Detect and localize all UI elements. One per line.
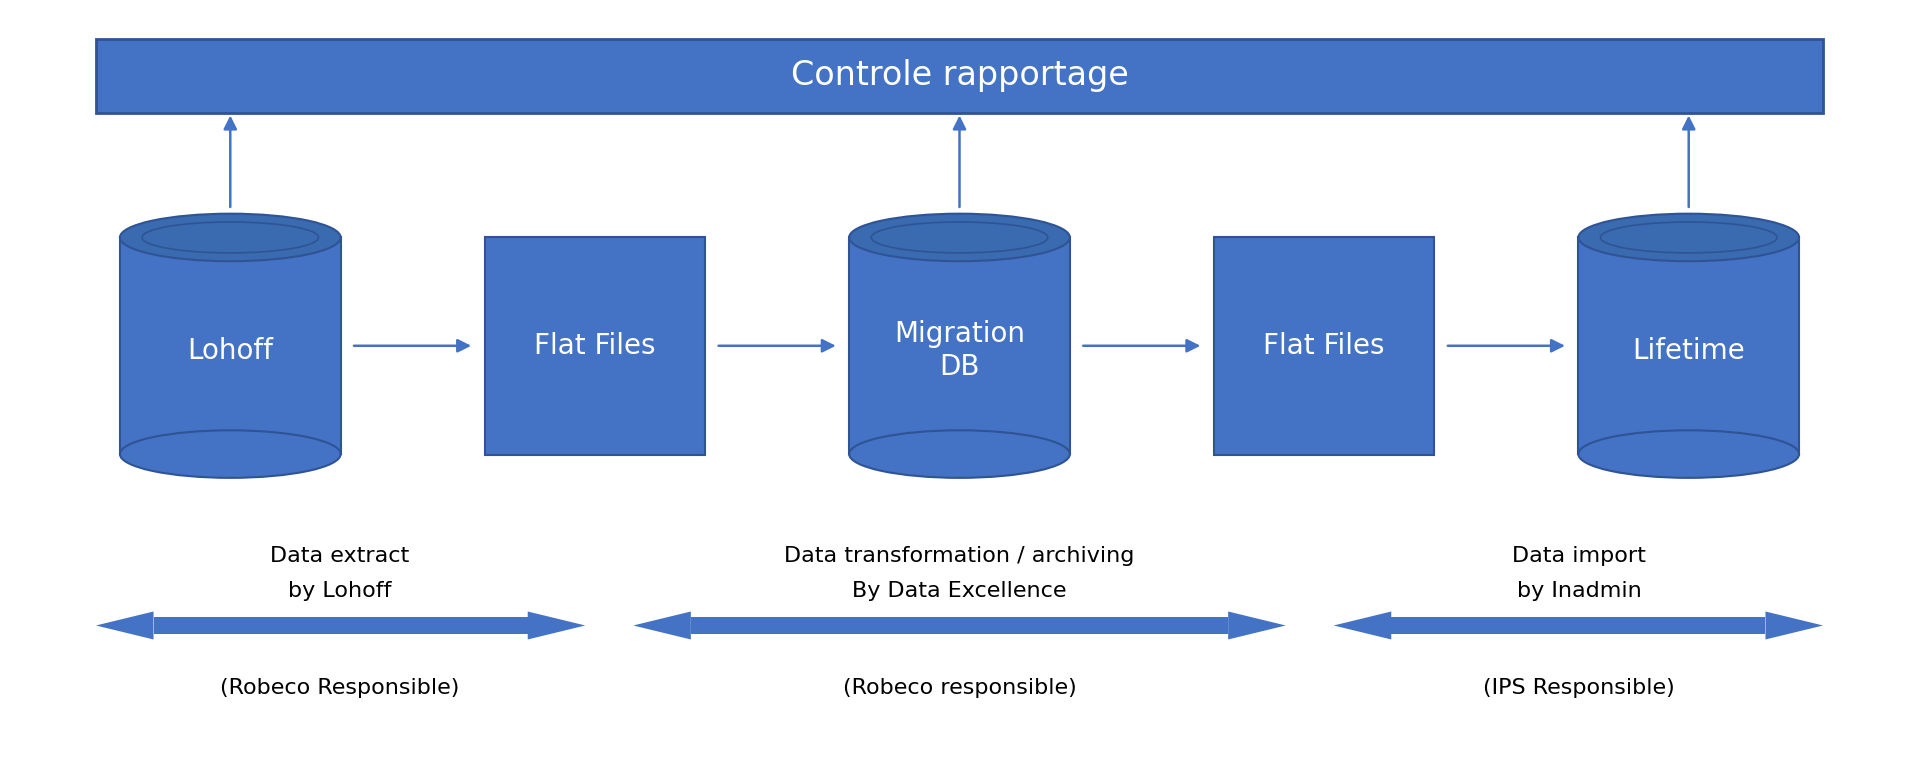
FancyBboxPatch shape: [96, 39, 1823, 113]
Text: (IPS Responsible): (IPS Responsible): [1483, 678, 1675, 698]
FancyBboxPatch shape: [1215, 237, 1433, 455]
Text: Flat Files: Flat Files: [1263, 332, 1386, 360]
Polygon shape: [1579, 238, 1800, 454]
Text: (Robeco responsible): (Robeco responsible): [842, 678, 1077, 698]
Text: (Robeco Responsible): (Robeco Responsible): [221, 678, 459, 698]
Text: Migration
DB: Migration DB: [894, 320, 1025, 381]
Polygon shape: [1334, 611, 1391, 639]
Ellipse shape: [1579, 430, 1800, 478]
Ellipse shape: [1579, 214, 1800, 261]
Polygon shape: [528, 611, 585, 639]
Polygon shape: [119, 238, 342, 454]
Ellipse shape: [850, 430, 1071, 478]
Text: Controle rapportage: Controle rapportage: [791, 59, 1128, 92]
Ellipse shape: [850, 214, 1071, 261]
Polygon shape: [1765, 611, 1823, 639]
Text: By Data Excellence: By Data Excellence: [852, 580, 1067, 601]
FancyBboxPatch shape: [154, 617, 528, 634]
Text: Flat Files: Flat Files: [533, 332, 656, 360]
Text: by Inadmin: by Inadmin: [1516, 580, 1643, 601]
Ellipse shape: [119, 214, 342, 261]
FancyBboxPatch shape: [691, 617, 1228, 634]
Text: Data import: Data import: [1512, 545, 1647, 566]
Polygon shape: [633, 611, 691, 639]
Text: Data transformation / archiving: Data transformation / archiving: [785, 545, 1134, 566]
Text: Lohoff: Lohoff: [188, 336, 272, 364]
FancyBboxPatch shape: [484, 237, 706, 455]
Polygon shape: [1228, 611, 1286, 639]
Text: Data extract: Data extract: [271, 545, 409, 566]
Polygon shape: [96, 611, 154, 639]
Polygon shape: [850, 238, 1071, 454]
Text: Lifetime: Lifetime: [1633, 336, 1744, 364]
Text: by Lohoff: by Lohoff: [288, 580, 391, 601]
Ellipse shape: [119, 430, 342, 478]
FancyBboxPatch shape: [1391, 617, 1765, 634]
